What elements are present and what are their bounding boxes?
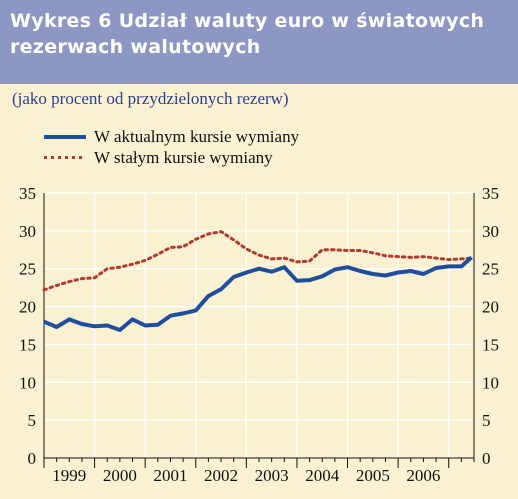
x-tick-label: 2002 <box>204 466 238 485</box>
legend-swatch-solid <box>44 135 86 139</box>
chart-subtitle: (jako procent od przydzielonych rezerw) <box>12 89 289 108</box>
y-tick-label-left: 20 <box>19 298 36 317</box>
x-tick-label: 2005 <box>356 466 390 485</box>
series-line-current <box>43 255 473 332</box>
y-tick-label-right: 20 <box>482 298 499 317</box>
y-tick-label-right: 35 <box>482 184 499 203</box>
x-tick-label: 2000 <box>103 466 137 485</box>
series-line-constant <box>42 230 473 292</box>
x-tick-label: 2006 <box>406 466 440 485</box>
x-tick-label: 2004 <box>305 466 340 485</box>
y-tick-label-right: 0 <box>482 449 491 468</box>
x-tick-label: 1999 <box>52 466 86 485</box>
x-tick-label: 2003 <box>255 466 289 485</box>
y-tick-label-right: 30 <box>482 222 499 241</box>
y-tick-label-left: 0 <box>28 449 37 468</box>
title-bar: Wykres 6 Udział waluty euro w światowych… <box>0 0 518 84</box>
y-tick-label-left: 15 <box>19 335 36 354</box>
chart-title-line2: rezerwach walutowych <box>10 36 261 58</box>
y-tick-label-left: 25 <box>19 260 36 279</box>
y-tick-label-left: 5 <box>28 411 37 430</box>
x-tick-label: 2001 <box>153 466 187 485</box>
legend-swatch-dotted <box>44 156 86 159</box>
y-tick-label-right: 15 <box>482 335 499 354</box>
chart-title-line1: Wykres 6 Udział waluty euro w światowych <box>10 10 485 32</box>
legend-label-constant: W stałym kursie wymiany <box>94 148 273 167</box>
legend-label-current: W aktualnym kursie wymiany <box>94 127 300 146</box>
y-tick-label-right: 25 <box>482 260 499 279</box>
y-tick-label-left: 10 <box>19 373 36 392</box>
chart-title: Wykres 6 Udział waluty euro w światowych… <box>10 8 510 60</box>
y-tick-label-right: 10 <box>482 373 499 392</box>
y-tick-label-right: 5 <box>482 411 491 430</box>
y-tick-label-left: 30 <box>19 222 36 241</box>
y-tick-label-left: 35 <box>19 184 36 203</box>
